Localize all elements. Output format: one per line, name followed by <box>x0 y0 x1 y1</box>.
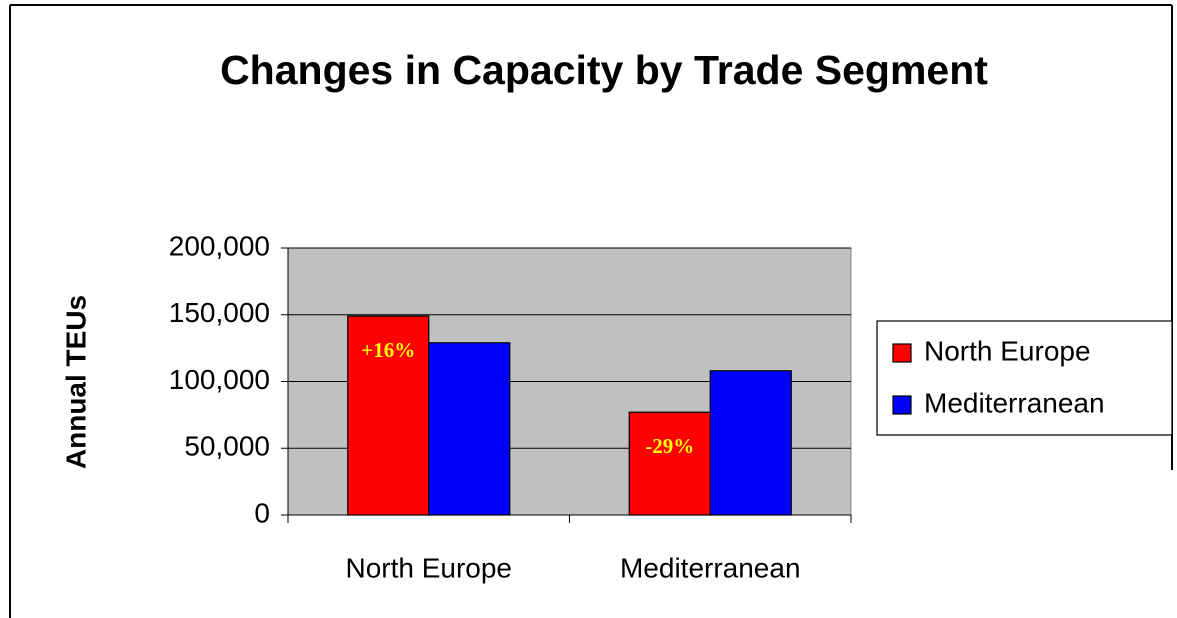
bar <box>347 315 430 516</box>
y-tick-label: 0 <box>254 497 270 528</box>
y-tick-label: 100,000 <box>169 364 270 395</box>
y-axis-label: Annual TEUs <box>60 295 91 469</box>
x-tick-label: Mediterranean <box>620 552 801 583</box>
legend-label: Mediterranean <box>924 387 1105 418</box>
y-tick-label: 150,000 <box>169 297 270 328</box>
legend-box <box>876 320 1173 436</box>
legend-swatch <box>892 343 912 363</box>
bar <box>428 342 511 516</box>
x-tick-label: North Europe <box>345 552 512 583</box>
chart-title: Changes in Capacity by Trade Segment <box>220 47 988 93</box>
bar <box>628 411 711 516</box>
annotation: -29% <box>645 434 694 458</box>
legend-swatch <box>892 395 912 415</box>
y-tick-label: 200,000 <box>169 230 270 261</box>
y-tick-label: 50,000 <box>184 431 270 462</box>
legend-label: North Europe <box>924 335 1091 366</box>
annotation: +16% <box>361 338 415 362</box>
bar <box>709 370 792 516</box>
